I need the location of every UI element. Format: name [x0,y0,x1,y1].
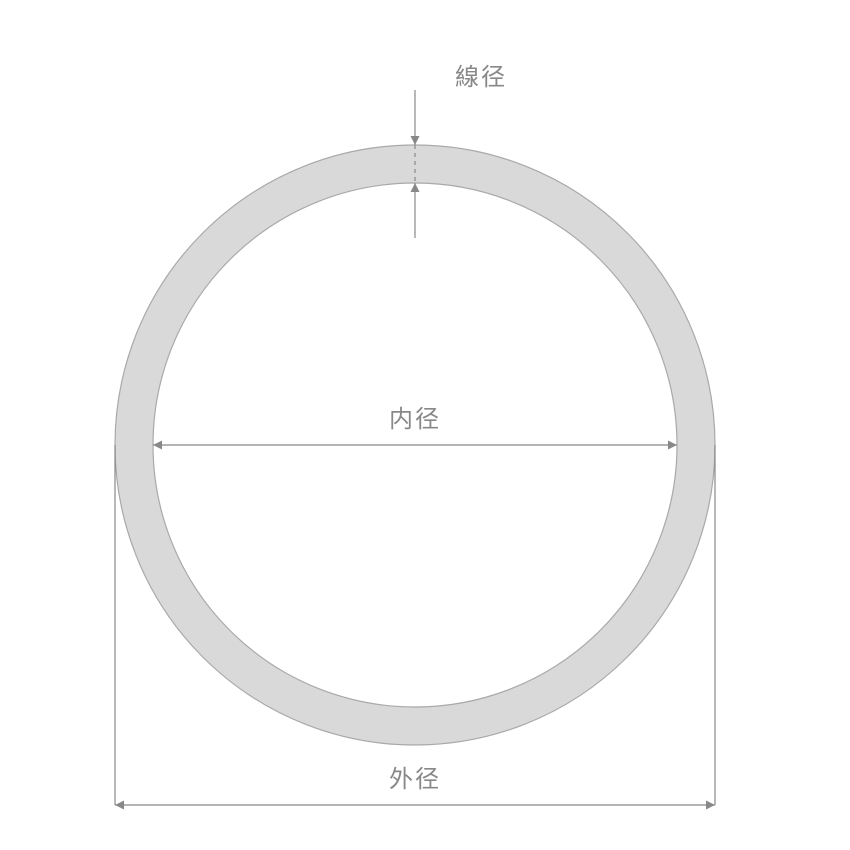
outer-diameter-label: 外径 [389,766,441,793]
inner-diameter-label: 内径 [389,406,441,433]
ring-diagram: 内径外径 線径 [0,0,850,850]
wire-diameter-label: 線径 [455,64,507,91]
